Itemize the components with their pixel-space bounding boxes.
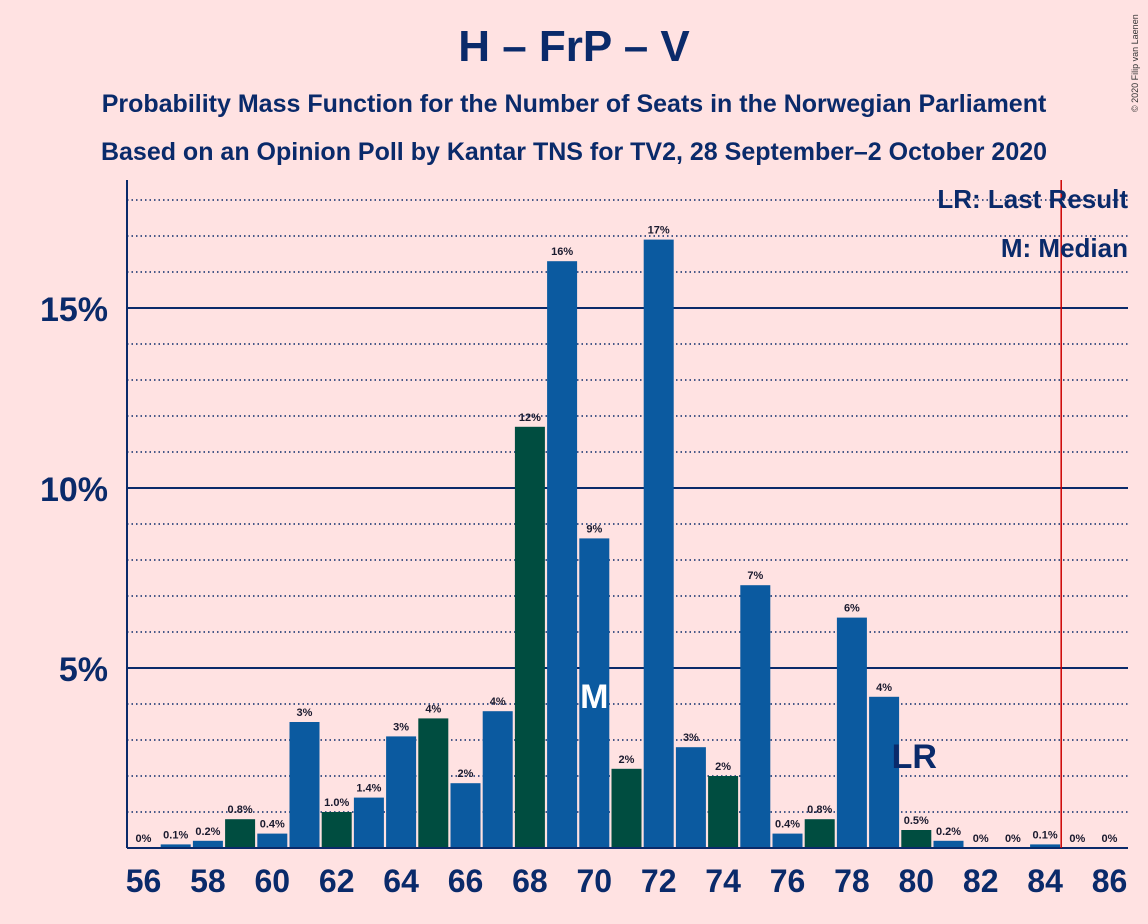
x-tick-label: 68: [512, 863, 548, 899]
data-label: 4%: [425, 703, 441, 715]
x-tick-label: 86: [1092, 863, 1128, 899]
bar-seat-78: [836, 617, 867, 848]
legend-last-result: LR: Last Result: [937, 184, 1128, 214]
data-label: 0%: [1102, 833, 1118, 845]
bar-seat-84: [1030, 844, 1061, 848]
data-label: 0%: [136, 833, 152, 845]
data-label: 0.8%: [228, 804, 253, 816]
bar-seat-65: [418, 718, 449, 848]
axes: 56 58 60 62 64 66 68 70 72 74 76 78 80 82 84 86: [126, 180, 1128, 899]
x-tick-label: 66: [448, 863, 484, 899]
bar-seat-62: [321, 812, 352, 848]
bar-seat-69: [547, 261, 578, 848]
data-label: 7%: [747, 570, 763, 582]
bar-seat-72: [643, 239, 674, 849]
bar-seat-70: [579, 538, 610, 848]
chart-title: H – FrP – V: [458, 22, 690, 71]
data-label: 6%: [844, 603, 860, 615]
bar-seat-59: [225, 819, 256, 848]
data-label: 16%: [551, 246, 573, 258]
bar-seat-67: [482, 711, 513, 848]
x-tick-label: 56: [126, 863, 162, 899]
bar-seat-60: [257, 833, 288, 848]
bar-seat-58: [192, 840, 223, 848]
data-label: 2%: [619, 754, 635, 766]
last-result-marker: LR: [892, 738, 937, 776]
chart-subtitle: Probability Mass Function for the Number…: [101, 90, 1047, 118]
bar-seat-79: [869, 696, 900, 848]
data-labels: 0% 0.1% 0.2% 0.8% 0.4% 3% 1.0% 1.4% 3% 4% 2% 4% 12% 1…: [136, 225, 1118, 845]
x-tick-label: 84: [1027, 863, 1063, 899]
bar-seat-63: [353, 797, 384, 848]
bar-seat-80: [901, 830, 932, 848]
data-label: 0.2%: [195, 826, 220, 838]
y-tick-label: 10%: [40, 471, 108, 509]
x-tick-label: 80: [899, 863, 935, 899]
data-label: 4%: [876, 682, 892, 694]
data-label: 17%: [648, 225, 670, 237]
x-tick-label: 76: [770, 863, 806, 899]
data-label: 0%: [1069, 833, 1085, 845]
data-label: 0.8%: [807, 804, 832, 816]
data-label: 1.4%: [356, 783, 381, 795]
x-tick-label: 60: [255, 863, 291, 899]
data-label: 4%: [490, 696, 506, 708]
x-tick-label: 58: [190, 863, 226, 899]
x-tick-label: 78: [834, 863, 870, 899]
bar-seat-75: [740, 585, 771, 848]
legend-median: M: Median: [1000, 233, 1128, 263]
data-label: 0.5%: [904, 815, 929, 827]
bar-seat-73: [675, 747, 706, 848]
bar-seat-64: [386, 736, 417, 848]
bars: [160, 239, 1061, 849]
bar-seat-61: [289, 722, 320, 848]
bar-seat-76: [772, 833, 803, 848]
data-label: 0%: [1005, 833, 1021, 845]
median-marker: M: [580, 678, 608, 716]
bar-seat-66: [450, 783, 481, 848]
data-label: 2%: [458, 768, 474, 780]
x-tick-label: 82: [963, 863, 999, 899]
data-label: 0.4%: [260, 819, 285, 831]
data-label: 0.4%: [775, 819, 800, 831]
data-label: 0%: [973, 833, 989, 845]
x-tick-label: 74: [705, 863, 741, 899]
data-label: 2%: [715, 761, 731, 773]
y-tick-label: 15%: [40, 291, 108, 329]
data-label: 3%: [393, 721, 409, 733]
bar-seat-68: [514, 426, 545, 848]
bar-seat-57: [160, 844, 191, 848]
data-label: 9%: [586, 523, 602, 535]
data-label: 12%: [519, 412, 541, 424]
x-tick-label: 72: [641, 863, 677, 899]
data-label: 0.1%: [1033, 829, 1058, 841]
y-tick-label: 5%: [59, 651, 108, 689]
data-label: 1.0%: [324, 797, 349, 809]
data-label: 3%: [297, 707, 313, 719]
x-tick-label: 62: [319, 863, 355, 899]
x-tick-label: 70: [577, 863, 613, 899]
data-label: 0.1%: [163, 829, 188, 841]
bar-seat-71: [611, 768, 642, 848]
data-label: 0.2%: [936, 826, 961, 838]
bar-seat-81: [933, 840, 964, 848]
markers: M LR: [580, 180, 1062, 848]
bar-seat-74: [708, 776, 739, 848]
data-label: 3%: [683, 732, 699, 744]
x-tick-label: 64: [383, 863, 419, 899]
bar-seat-77: [804, 819, 835, 848]
chart-subtitle-poll: Based on an Opinion Poll by Kantar TNS f…: [100, 138, 1048, 166]
